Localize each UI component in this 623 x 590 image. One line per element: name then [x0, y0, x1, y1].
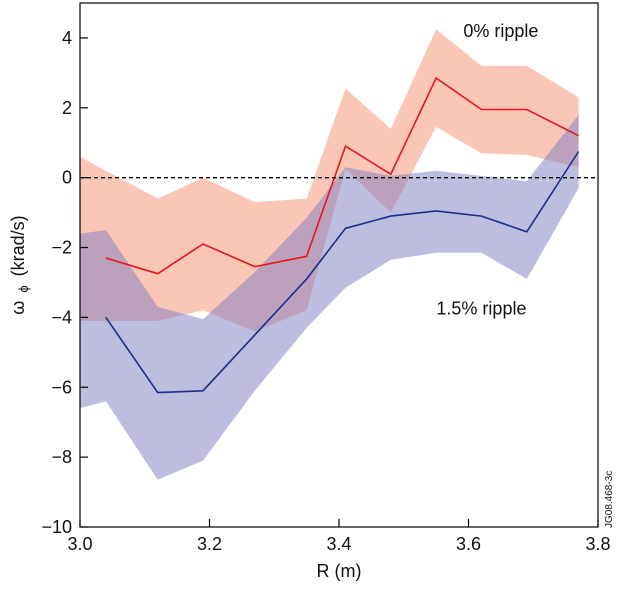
line-series-1	[105, 151, 580, 394]
x-tick-label: 3.2	[197, 534, 222, 554]
y-tick-label: −8	[51, 447, 72, 467]
y-tick-label: 0	[62, 168, 72, 188]
line-series-0	[105, 76, 579, 275]
y-axis-label-sub: ϕ	[16, 285, 31, 292]
x-tick-label: 3.0	[67, 534, 92, 554]
axis-ticks	[79, 37, 599, 528]
y-tick-label: 2	[62, 98, 72, 118]
x-tick-label: 3.6	[456, 534, 481, 554]
annotations: 0% ripple 1.5% ripple	[436, 21, 538, 319]
x-tick-label: 3.8	[585, 534, 610, 554]
y-tick-label: −10	[41, 517, 72, 537]
tick-labels: 3.0 3.2 3.4 3.6 3.8 −10 −8 −6 −4 −2 0 2 4	[41, 28, 610, 554]
y-axis-label: ω ϕ (krad/s)	[8, 215, 32, 314]
y-tick-label: −2	[51, 238, 72, 258]
figure-code: JG08.468-3c	[604, 471, 615, 528]
y-axis-label-main: ω	[8, 301, 28, 315]
x-axis-label: R (m)	[317, 561, 362, 581]
y-axis-label-unit: (krad/s)	[8, 215, 28, 276]
y-tick-label: 4	[62, 28, 72, 48]
annotation-1-5pct-ripple: 1.5% ripple	[436, 299, 526, 319]
x-tick-label: 3.4	[326, 534, 351, 554]
error-bands	[80, 29, 579, 480]
y-tick-label: −6	[51, 377, 72, 397]
band-series-0	[80, 29, 579, 332]
y-tick-label: −4	[51, 307, 72, 327]
series-lines	[105, 76, 580, 394]
annotation-0pct-ripple: 0% ripple	[463, 21, 538, 41]
